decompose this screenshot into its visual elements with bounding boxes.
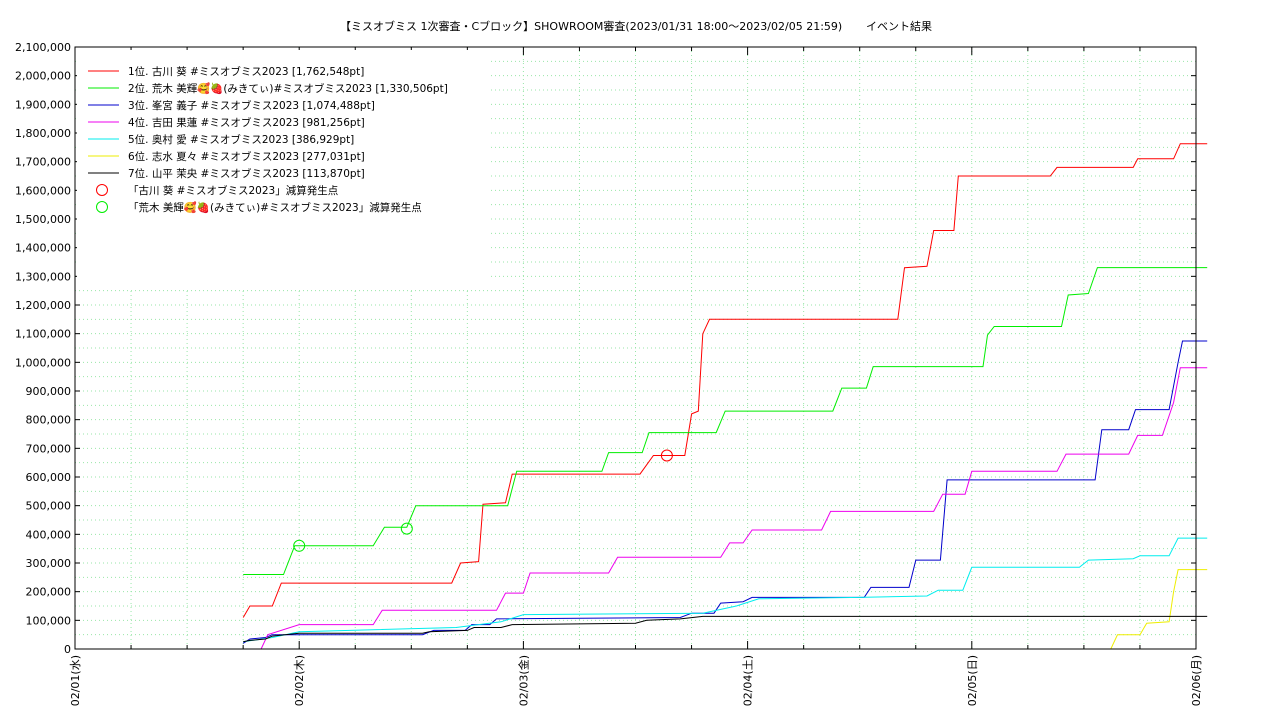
x-tick-label: 02/02(木) (293, 655, 306, 706)
y-tick-label: 1,300,000 (15, 270, 71, 283)
x-tick-label: 02/05(日) (966, 655, 979, 706)
y-tick-label: 1,100,000 (15, 328, 71, 341)
y-tick-label: 1,000,000 (15, 356, 71, 369)
y-tick-label: 600,000 (26, 471, 72, 484)
series-line-7 (243, 615, 1208, 643)
x-tick-label: 02/06(月) (1190, 655, 1203, 706)
x-tick-label: 02/01(水) (69, 655, 82, 706)
legend-marker-swatch-1 (96, 184, 108, 196)
x-tick-label: 02/04(土) (742, 655, 755, 706)
y-tick-label: 2,000,000 (15, 70, 71, 83)
legend-label-3: 3位. 峯宮 義子 #ミスオブミス2023 [1,074,488pt] (128, 99, 375, 112)
y-tick-label: 1,900,000 (15, 98, 71, 111)
legend-background (77, 50, 489, 290)
legend-label-4: 4位. 吉田 果蓮 #ミスオブミス2023 [981,256pt] (128, 116, 365, 129)
legend-marker-label-2: 「荒木 美輝🥰🍓(みきてぃ)#ミスオブミス2023」減算発生点 (128, 201, 422, 214)
y-tick-label: 1,200,000 (15, 299, 71, 312)
y-tick-label: 800,000 (26, 414, 72, 427)
series-line-2 (243, 267, 1208, 575)
decrease-markers (293, 449, 673, 552)
series-line-3 (242, 340, 1208, 644)
legend-marker-swatch-2 (96, 201, 108, 213)
y-tick-label: 0 (64, 643, 71, 656)
legend: 1位. 古川 葵 #ミスオブミス2023 [1,762,548pt] 2位. 荒木… (77, 50, 489, 290)
y-tick-label: 900,000 (26, 385, 72, 398)
legend-label-2: 2位. 荒木 美輝🥰🍓(みきてぃ)#ミスオブミス2023 [1,330,506p… (128, 82, 448, 95)
series-lines (242, 143, 1208, 650)
series-line-1 (242, 143, 1208, 618)
legend-label-5: 5位. 奥村 愛 #ミスオブミス2023 [386,929pt] (128, 133, 354, 146)
y-tick-label: 1,800,000 (15, 127, 71, 140)
series-line-6 (1110, 569, 1208, 650)
y-tick-label: 1,500,000 (15, 213, 71, 226)
series-line-5 (243, 537, 1208, 643)
x-tick-label: 02/03(金) (516, 655, 530, 706)
y-tick-label: 100,000 (26, 614, 72, 627)
legend-marker-label-1: 「古川 葵 #ミスオブミス2023」減算発生点 (128, 184, 338, 197)
chart-subtitle: イベント結果 (866, 19, 932, 33)
y-tick-label: 1,700,000 (15, 156, 71, 169)
y-tick-label: 1,600,000 (15, 184, 71, 197)
y-tick-label: 500,000 (26, 500, 72, 513)
y-tick-label: 1,400,000 (15, 242, 71, 255)
y-tick-label: 200,000 (26, 586, 72, 599)
y-tick-label: 300,000 (26, 557, 72, 570)
y-tick-label: 2,100,000 (15, 41, 71, 54)
y-axis-ticks: 0 100,000 200,000 300,000 400,000 500,000 600,… (15, 41, 1196, 656)
decrease-marker-1 (660, 449, 673, 462)
legend-label-7: 7位. 山平 茉央 #ミスオブミス2023 [113,870pt] (128, 167, 365, 180)
x-axis-ticks: 02/01(水) 02/02(木) 02/03(金) 02/04(土) 02/05(日)… (69, 47, 1203, 706)
chart-title: 【ミスオブミス 1次審査・Cブロック】SHOWROOM審査(2023/01/31… (340, 19, 842, 33)
legend-label-6: 6位. 志水 夏々 #ミスオブミス2023 [277,031pt] (128, 150, 365, 163)
y-tick-label: 700,000 (26, 442, 72, 455)
legend-label-1: 1位. 古川 葵 #ミスオブミス2023 [1,762,548pt] (128, 65, 364, 78)
grid-lines (74, 46, 1197, 650)
y-tick-label: 400,000 (26, 528, 72, 541)
decrease-marker-2 (400, 522, 413, 535)
series-line-4 (260, 367, 1208, 650)
decrease-marker-2 (293, 539, 306, 552)
